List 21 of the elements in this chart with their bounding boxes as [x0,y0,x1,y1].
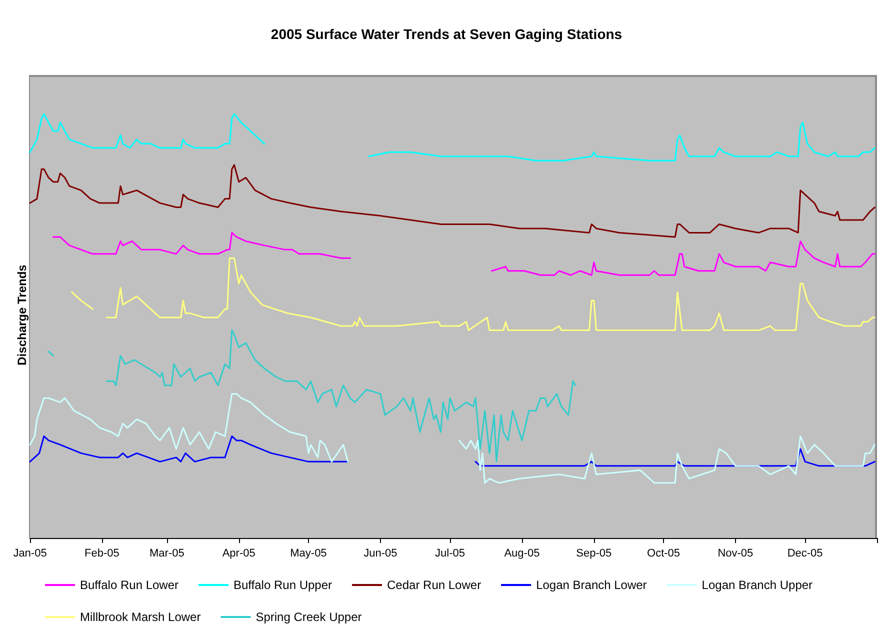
x-tick-label: Dec-05 [787,548,823,560]
legend-label: Logan Branch Lower [536,578,647,592]
x-tick-label: Jul-05 [435,548,466,560]
legend-label: Millbrook Marsh Lower [80,610,201,624]
legend-label: Cedar Run Lower [387,578,482,592]
legend-label: Spring Creek Upper [256,610,362,624]
x-tick-label: Jun-05 [364,548,398,560]
x-tick-label: Mar-05 [149,548,184,560]
x-tick-label: Feb-05 [84,548,120,560]
x-tick-label: Sep-05 [576,548,612,560]
chart-title: 2005 Surface Water Trends at Seven Gaging Stations [270,26,622,42]
x-tick-label: May-05 [290,548,327,560]
legend-label: Logan Branch Upper [702,578,813,592]
x-tick-label: Nov-05 [718,548,754,560]
x-tick-label: Aug-05 [504,548,540,560]
x-tick-label: Apr-05 [222,548,256,560]
legend-label: Buffalo Run Upper [234,578,332,592]
legend-label: Buffalo Run Lower [80,578,179,592]
y-axis-title: Discharge Trends [15,264,29,368]
x-tick-label: Jan-05 [13,548,47,560]
x-tick-label: Oct-05 [647,548,680,560]
